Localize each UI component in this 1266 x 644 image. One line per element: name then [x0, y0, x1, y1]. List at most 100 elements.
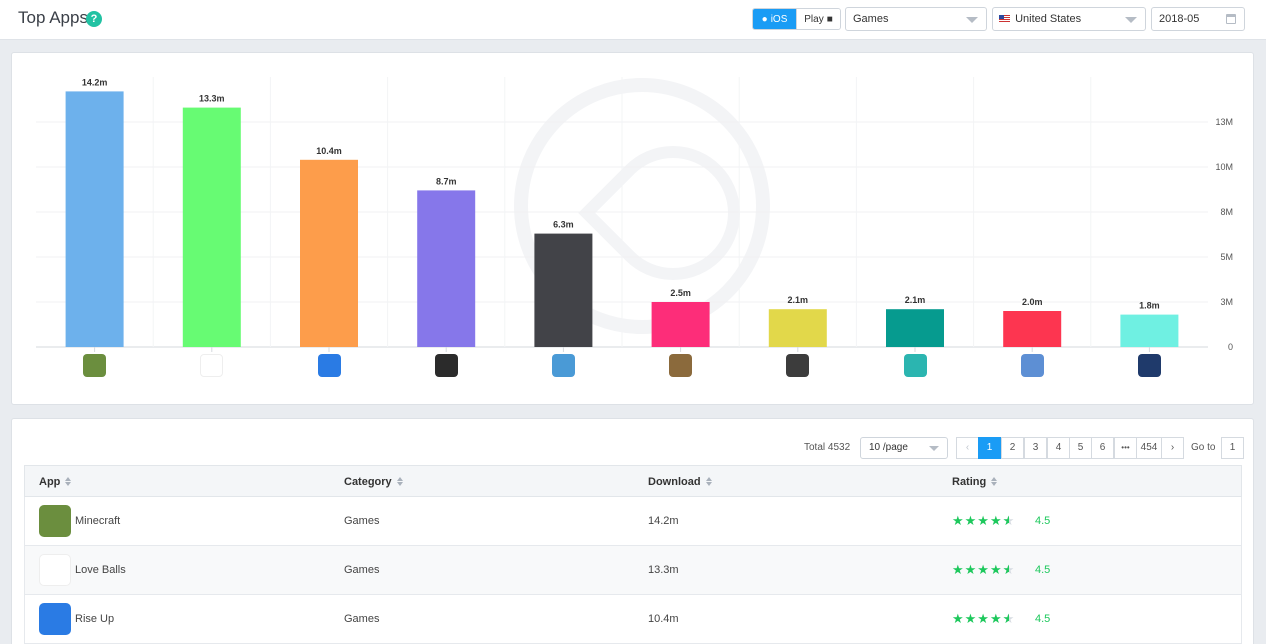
goto-page-input[interactable]: 1 — [1221, 437, 1244, 459]
page-4-button[interactable]: 4 — [1047, 437, 1070, 459]
app-category: Games — [344, 613, 380, 625]
app-name[interactable]: Love Balls — [75, 564, 126, 576]
platform-play-label: Play — [804, 13, 824, 25]
app-4-icon[interactable] — [434, 354, 458, 377]
column-header-rating-label: Rating — [952, 476, 987, 488]
column-header-category-label: Category — [344, 476, 392, 488]
table-card: Total 4532 10 /page ‹ 1 2 3 4 5 6 ••• 45… — [11, 418, 1254, 644]
column-header-rating[interactable]: Rating — [952, 476, 998, 488]
chart-card: 0 3M 5M 8M 10M 13M 14.2m 13.3m 10.4m 8.7m 6.3m 2.5m… — [11, 52, 1254, 405]
chevron-down-icon — [1125, 17, 1137, 23]
table-row[interactable]: Love Balls Games 13.3m ★★★★★ 4.5 — [24, 546, 1242, 595]
column-header-download[interactable]: Download — [648, 476, 712, 488]
fortnite-icon[interactable] — [551, 354, 575, 377]
sort-icon[interactable] — [991, 477, 998, 486]
top-apps-bar-chart: 0 3M 5M 8M 10M 13M 14.2m 13.3m 10.4m 8.7m 6.3m 2.5m… — [36, 77, 1233, 352]
page-size-select[interactable]: 10 /page — [860, 437, 948, 459]
app-category: Games — [344, 515, 380, 527]
us-flag-icon — [999, 15, 1010, 23]
date-picker[interactable]: 2018-05 — [1151, 7, 1245, 31]
y-tick-label: 10M — [1215, 162, 1233, 172]
country-select-value: United States — [1015, 13, 1082, 25]
bar-3 — [300, 159, 358, 347]
platform-ios-button[interactable]: ● iOS — [753, 9, 796, 29]
platform-play-button[interactable]: Play ■ — [796, 9, 840, 29]
category-select-value: Games — [853, 13, 889, 25]
app-downloads: 13.3m — [648, 564, 679, 576]
top-bar: Top Apps ? ● iOS Play ■ Games United Sta… — [0, 0, 1266, 40]
rating-stars-icon: ★★★★★ — [952, 611, 1015, 627]
page-2-button[interactable]: 2 — [1001, 437, 1024, 459]
bar-data-label: 2.1m — [788, 295, 809, 305]
rating-stars-icon: ★★★★★ — [952, 513, 1015, 529]
app-7-icon[interactable] — [786, 354, 810, 377]
app-downloads: 14.2m — [648, 515, 679, 527]
app-8-icon[interactable] — [903, 354, 927, 377]
column-header-download-label: Download — [648, 476, 701, 488]
table-header: App Category Download Rating — [24, 465, 1242, 497]
bar-2 — [182, 107, 241, 347]
bar-8 — [886, 309, 944, 347]
page-6-button[interactable]: 6 — [1091, 437, 1114, 459]
app-downloads: 10.4m — [648, 613, 679, 625]
chevron-down-icon — [966, 17, 978, 23]
app-name[interactable]: Rise Up — [75, 613, 115, 625]
sort-icon[interactable] — [705, 477, 712, 486]
page-ellipsis-button[interactable]: ••• — [1114, 437, 1137, 459]
android-icon: ■ — [826, 13, 833, 25]
total-count: Total 4532 — [804, 442, 851, 453]
y-tick-label: 0 — [1228, 342, 1233, 352]
page-last-button[interactable]: 454 — [1136, 437, 1162, 459]
help-icon[interactable]: ? — [86, 11, 102, 27]
bar-data-label: 6.3m — [553, 220, 574, 230]
app-6-icon[interactable] — [669, 354, 693, 377]
rating-value: 4.5 — [1035, 515, 1051, 527]
top-apps-table: App Category Download Rating Minecraft G… — [24, 465, 1242, 644]
bar-1 — [65, 91, 124, 348]
platform-ios-label: iOS — [770, 13, 788, 25]
table-row[interactable]: Minecraft Games 14.2m ★★★★★ 4.5 — [24, 497, 1242, 546]
bar-data-label: 2.0m — [1022, 297, 1043, 307]
app-name[interactable]: Minecraft — [75, 515, 121, 527]
minecraft-icon — [39, 505, 71, 537]
page-1-button[interactable]: 1 — [978, 437, 1001, 459]
bar-data-label: 8.7m — [436, 176, 457, 186]
bar-data-label: 14.2m — [82, 77, 108, 87]
love-balls-icon — [39, 554, 71, 586]
prev-page-button[interactable]: ‹ — [956, 437, 979, 459]
next-page-button[interactable]: › — [1161, 437, 1184, 459]
y-tick-label: 8M — [1220, 207, 1233, 217]
rating-value: 4.5 — [1035, 613, 1051, 625]
column-header-category[interactable]: Category — [344, 476, 403, 488]
platform-toggle[interactable]: ● iOS Play ■ — [752, 8, 841, 30]
calendar-icon — [1226, 14, 1236, 24]
column-header-app[interactable]: App — [39, 476, 72, 488]
rating-stars-icon: ★★★★★ — [952, 562, 1015, 578]
bar-9 — [1003, 311, 1062, 347]
app-9-icon[interactable] — [1020, 354, 1044, 377]
rise-up-icon — [39, 603, 71, 635]
country-select[interactable]: United States — [992, 7, 1146, 31]
table-row[interactable]: Rise Up Games 10.4m ★★★★★ 4.5 — [24, 595, 1242, 644]
bar-7 — [768, 309, 827, 347]
minecraft-icon[interactable] — [83, 354, 107, 377]
y-tick-label: 3M — [1220, 297, 1233, 307]
sort-icon[interactable] — [396, 477, 403, 486]
y-tick-label: 13M — [1215, 117, 1233, 127]
page-3-button[interactable]: 3 — [1024, 437, 1047, 459]
rating-value: 4.5 — [1035, 564, 1051, 576]
rise-up-icon[interactable] — [317, 354, 341, 377]
bar-data-label: 2.1m — [905, 295, 926, 305]
apple-icon: ● — [761, 13, 768, 25]
column-header-app-label: App — [39, 476, 61, 488]
bar-data-label: 1.8m — [1139, 301, 1160, 311]
love-balls-icon[interactable] — [200, 354, 224, 377]
app-10-icon[interactable] — [1137, 354, 1161, 377]
page-title: Top Apps — [18, 8, 88, 27]
page-5-button[interactable]: 5 — [1069, 437, 1092, 459]
page-size-value: 10 /page — [869, 442, 908, 453]
goto-label: Go to — [1191, 442, 1216, 453]
category-select[interactable]: Games — [845, 7, 987, 31]
sort-icon[interactable] — [65, 477, 72, 486]
chevron-down-icon — [929, 446, 939, 451]
